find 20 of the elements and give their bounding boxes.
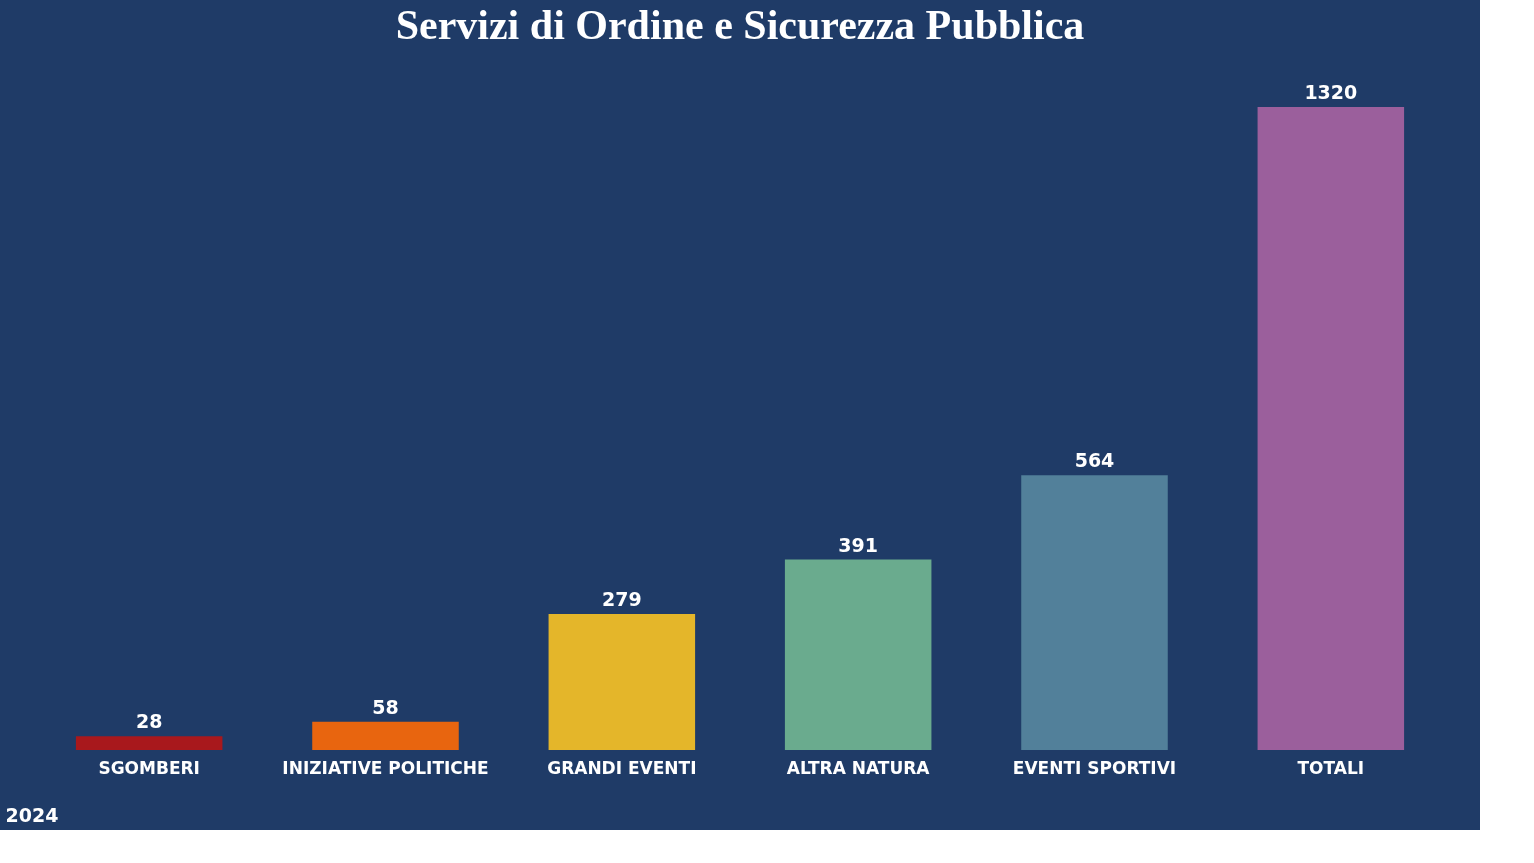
x-tick-label: TOTALI (1297, 757, 1365, 778)
x-tick-label: SGOMBERI (98, 757, 200, 778)
bar (548, 614, 696, 750)
x-tick-label: INIZIATIVE POLITICHE (282, 757, 489, 778)
data-label: 1320 (1304, 80, 1358, 103)
x-tick-label: ALTRA NATURA (786, 757, 931, 778)
data-label: 28 (135, 710, 163, 733)
x-tick-label: EVENTI SPORTIVI (1012, 757, 1177, 778)
bar (312, 721, 459, 750)
chart-title: Servizi di Ordine e Sicurezza Pubblica (395, 2, 1085, 48)
data-label: 391 (838, 533, 878, 556)
bar (1257, 106, 1405, 750)
x-tick-label: GRANDI EVENTI (547, 757, 697, 778)
data-label: 564 (1074, 449, 1115, 472)
x-axis-title: 2024 (5, 803, 59, 826)
data-label: 279 (602, 588, 642, 611)
bar (784, 559, 932, 750)
bar (75, 736, 223, 750)
bar (1021, 475, 1168, 750)
data-label: 58 (372, 695, 399, 718)
